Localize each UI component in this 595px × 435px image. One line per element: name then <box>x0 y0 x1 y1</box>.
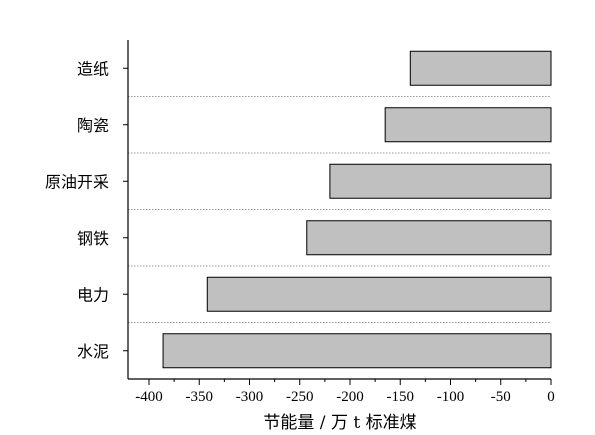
category-label: 水泥 <box>77 342 109 361</box>
x-axis-title: 节能量 / 万 t 标准煤 <box>263 413 416 433</box>
x-tick-label: -300 <box>236 389 264 405</box>
bar <box>206 276 552 312</box>
x-tick-label: -200 <box>336 389 364 405</box>
bars <box>162 50 552 369</box>
x-tick-label: 0 <box>547 389 555 405</box>
category-separators <box>128 96 551 323</box>
x-tick-label: -100 <box>437 389 465 405</box>
x-tick-label: -350 <box>185 389 213 405</box>
category-label: 钢铁 <box>77 229 109 248</box>
bar <box>384 107 552 143</box>
axes <box>123 40 552 385</box>
bar <box>409 50 552 86</box>
category-label: 原油开采 <box>45 172 109 191</box>
category-label: 电力 <box>77 285 109 304</box>
x-tick-label: -50 <box>491 389 511 405</box>
bar <box>306 220 552 256</box>
x-tick-label: -150 <box>386 389 414 405</box>
x-tick-label: -400 <box>135 389 163 405</box>
bar <box>329 163 552 199</box>
bar <box>162 333 552 369</box>
x-tick-label: -250 <box>286 389 314 405</box>
category-label: 陶瓷 <box>77 116 109 135</box>
x-tick-labels: -400 -350 -300 -250 -200 -150 -100 -50 0 <box>135 389 555 405</box>
category-label: 造纸 <box>77 59 109 78</box>
